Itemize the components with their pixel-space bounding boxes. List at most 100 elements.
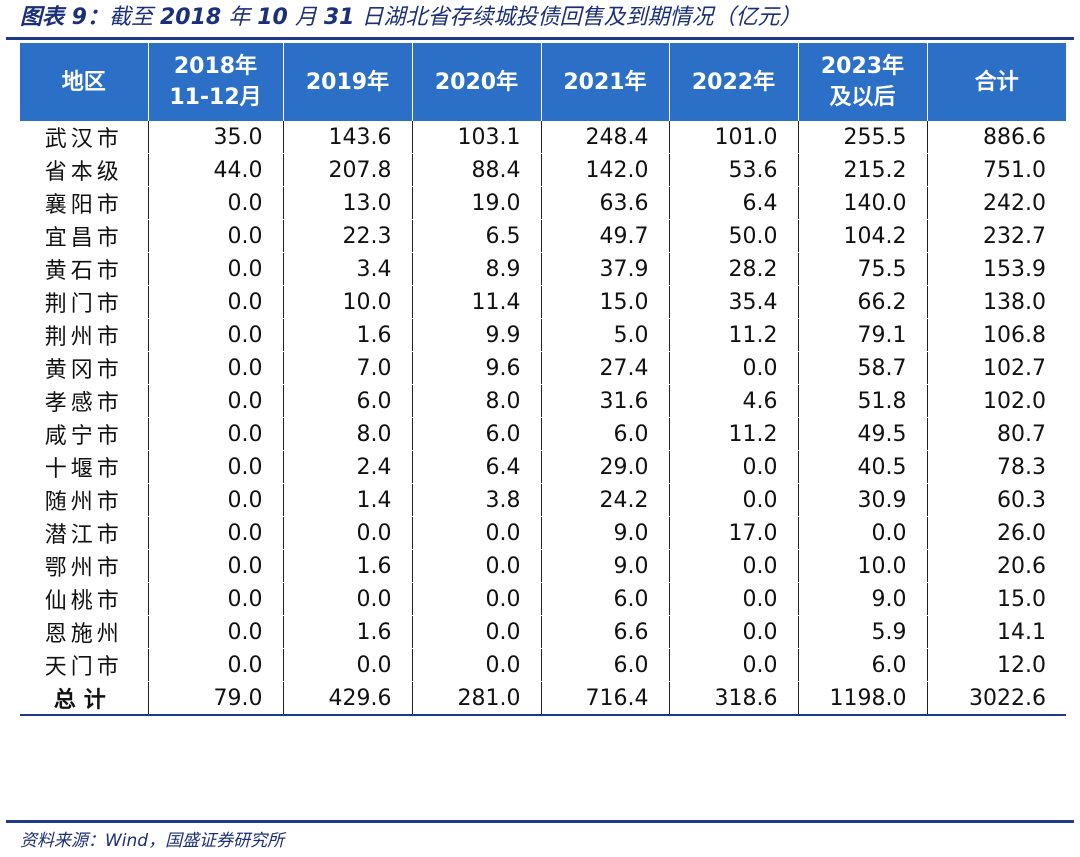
value-cell: 104.2	[798, 219, 928, 253]
value-cell: 6.0	[541, 417, 670, 451]
title-text-3: 月	[287, 5, 324, 30]
value-cell: 318.6	[669, 681, 799, 716]
value-cell: 0.0	[669, 648, 799, 682]
table-row: 十堰市 0.0 2.4 6.4 29.0 0.0 40.5 78.3	[20, 450, 1066, 484]
table-row: 咸宁市 0.0 8.0 6.0 6.0 11.2 49.5 80.7	[20, 417, 1066, 451]
value-cell: 0.0	[669, 615, 799, 649]
value-cell: 0.0	[148, 648, 284, 682]
value-cell: 6.0	[798, 648, 928, 682]
value-cell: 0.0	[148, 450, 284, 484]
value-cell: 6.4	[412, 450, 542, 484]
value-cell: 5.0	[541, 318, 670, 352]
value-cell: 88.4	[412, 153, 542, 187]
value-cell: 3022.6	[927, 681, 1066, 716]
figure-title: 图表 9：截至 2018 年 10 月 31 日湖北省存续城投债回售及到期情况（…	[20, 0, 801, 36]
value-cell: 886.6	[927, 121, 1066, 154]
value-cell: 20.6	[927, 549, 1066, 583]
value-cell: 24.2	[541, 483, 670, 517]
value-cell: 0.0	[148, 483, 284, 517]
value-cell: 0.0	[412, 615, 542, 649]
value-cell: 17.0	[669, 516, 799, 550]
value-cell: 0.0	[148, 417, 284, 451]
value-cell: 6.0	[541, 582, 670, 616]
region-cell: 黄石市	[20, 252, 149, 286]
value-cell: 6.0	[541, 648, 670, 682]
region-cell: 仙桃市	[20, 582, 149, 616]
value-cell: 242.0	[927, 186, 1066, 220]
table-row: 武汉市 35.0 143.6 103.1 248.4 101.0 255.5 886.6	[20, 121, 1066, 154]
title-year: 2018	[159, 5, 222, 30]
value-cell: 28.2	[669, 252, 799, 286]
value-cell: 79.1	[798, 318, 928, 352]
value-cell: 9.0	[798, 582, 928, 616]
value-cell: 6.4	[669, 186, 799, 220]
value-cell: 22.3	[283, 219, 413, 253]
value-cell: 11.2	[669, 417, 799, 451]
value-cell: 7.0	[283, 351, 413, 385]
value-cell: 0.0	[148, 219, 284, 253]
table-body: 武汉市 35.0 143.6 103.1 248.4 101.0 255.5 886.6 省本级…	[20, 121, 1066, 716]
region-cell: 随州市	[20, 483, 149, 517]
value-cell: 29.0	[541, 450, 670, 484]
value-cell: 153.9	[927, 252, 1066, 286]
value-cell: 8.9	[412, 252, 542, 286]
value-cell: 0.0	[669, 582, 799, 616]
value-cell: 0.0	[669, 549, 799, 583]
value-cell: 80.7	[927, 417, 1066, 451]
value-cell: 102.0	[927, 384, 1066, 418]
value-cell: 9.0	[541, 516, 670, 550]
total-row: 总计 79.0 429.6 281.0 716.4 318.6 1198.0 3022.6	[20, 681, 1066, 716]
region-cell: 天门市	[20, 648, 149, 682]
title-text-2: 年	[221, 5, 258, 30]
title-text-4: 日湖北省存续城投债回售及到期情况（亿元）	[354, 5, 802, 30]
value-cell: 142.0	[541, 153, 670, 187]
table-row: 宜昌市 0.0 22.3 6.5 49.7 50.0 104.2 232.7	[20, 219, 1066, 253]
table-row: 省本级 44.0 207.8 88.4 142.0 53.6 215.2 751.0	[20, 153, 1066, 187]
region-cell: 总计	[20, 681, 149, 716]
column-header: 2021年	[540, 43, 670, 121]
value-cell: 35.4	[669, 285, 799, 319]
value-cell: 103.1	[412, 121, 542, 154]
value-cell: 0.0	[283, 516, 413, 550]
region-cell: 十堰市	[20, 450, 149, 484]
value-cell: 0.0	[283, 648, 413, 682]
value-cell: 248.4	[541, 121, 670, 154]
title-month: 10	[257, 5, 288, 30]
table-row: 仙桃市 0.0 0.0 0.0 6.0 0.0 9.0 15.0	[20, 582, 1066, 616]
title-prefix: 图表 9：	[20, 5, 109, 30]
value-cell: 106.8	[927, 318, 1066, 352]
table-row: 恩施州 0.0 1.6 0.0 6.6 0.0 5.9 14.1	[20, 615, 1066, 649]
value-cell: 53.6	[669, 153, 799, 187]
value-cell: 37.9	[541, 252, 670, 286]
value-cell: 0.0	[412, 648, 542, 682]
value-cell: 207.8	[283, 153, 413, 187]
region-cell: 黄冈市	[20, 351, 149, 385]
column-header: 合计	[926, 43, 1066, 121]
table-row: 鄂州市 0.0 1.6 0.0 9.0 0.0 10.0 20.6	[20, 549, 1066, 583]
value-cell: 0.0	[148, 516, 284, 550]
value-cell: 15.0	[927, 582, 1066, 616]
value-cell: 79.0	[148, 681, 284, 716]
value-cell: 1.4	[283, 483, 413, 517]
title-rule	[6, 37, 1074, 40]
value-cell: 75.5	[798, 252, 928, 286]
value-cell: 40.5	[798, 450, 928, 484]
column-header: 地区	[20, 43, 149, 121]
value-cell: 19.0	[412, 186, 542, 220]
value-cell: 8.0	[283, 417, 413, 451]
table-header-row: 地区 2018年 11-12月 2019年 2020年 2021年 2022年 2023年 及以…	[20, 43, 1066, 121]
value-cell: 2.4	[283, 450, 413, 484]
value-cell: 8.0	[412, 384, 542, 418]
value-cell: 78.3	[927, 450, 1066, 484]
value-cell: 44.0	[148, 153, 284, 187]
value-cell: 6.0	[412, 417, 542, 451]
value-cell: 1198.0	[798, 681, 928, 716]
value-cell: 0.0	[412, 549, 542, 583]
value-cell: 0.0	[148, 351, 284, 385]
table-row: 襄阳市 0.0 13.0 19.0 63.6 6.4 140.0 242.0	[20, 186, 1066, 220]
value-cell: 14.1	[927, 615, 1066, 649]
value-cell: 11.4	[412, 285, 542, 319]
value-cell: 101.0	[669, 121, 799, 154]
value-cell: 27.4	[541, 351, 670, 385]
value-cell: 0.0	[148, 615, 284, 649]
